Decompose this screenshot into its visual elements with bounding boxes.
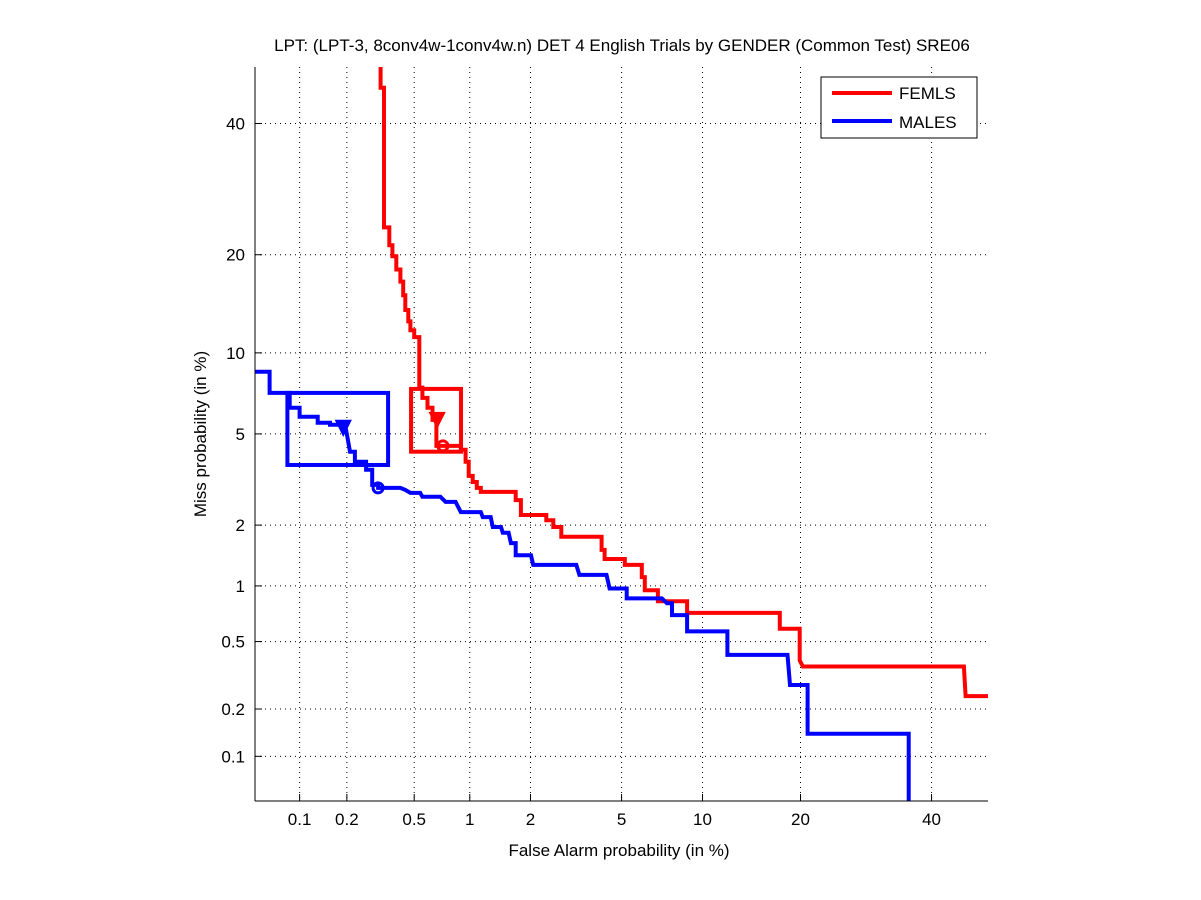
y-tick-label: 0.5 — [221, 633, 245, 652]
chart-title: LPT: (LPT-3, 8conv4w-1conv4w.n) DET 4 En… — [274, 36, 970, 55]
legend-label-males: MALES — [899, 113, 957, 132]
x-tick-label: 5 — [617, 810, 626, 829]
y-tick-label: 1 — [236, 577, 245, 596]
series-males — [255, 369, 911, 801]
x-tick-label: 40 — [922, 810, 941, 829]
actual-decision-marker-males — [334, 419, 352, 438]
confidence-box-femls — [409, 386, 464, 454]
y-tick-label: 20 — [226, 246, 245, 265]
series-layer — [255, 67, 988, 801]
y-tick-label: 0.2 — [221, 700, 245, 719]
x-tick-label: 20 — [791, 810, 810, 829]
x-tick-label: 0.1 — [288, 810, 312, 829]
y-tick-label: 0.1 — [221, 747, 245, 766]
x-tick-label: 1 — [465, 810, 474, 829]
y-tick-label: 10 — [226, 344, 245, 363]
confidence-box-males — [285, 390, 391, 467]
series-femls — [378, 67, 988, 699]
x-tick-label: 0.2 — [335, 810, 359, 829]
y-axis-ticks: 0.1 0.2 0.5 1 2 5 10 20 40 — [221, 115, 262, 766]
min-dcf-marker-femls — [436, 439, 450, 453]
x-axis-ticks: 0.1 0.2 0.5 1 2 5 10 20 40 — [288, 794, 941, 829]
y-tick-label: 5 — [236, 425, 245, 444]
y-tick-label: 2 — [236, 516, 245, 535]
x-tick-label: 10 — [693, 810, 712, 829]
y-axis-label: Miss probability (in %) — [191, 351, 210, 517]
x-tick-label: 0.5 — [402, 810, 426, 829]
legend: FEMLS MALES — [820, 76, 978, 139]
y-tick-label: 40 — [226, 115, 245, 134]
x-axis-label: False Alarm probability (in %) — [508, 841, 729, 860]
actual-decision-marker-femls — [428, 411, 446, 430]
legend-box — [820, 76, 978, 139]
min-dcf-marker-males — [371, 481, 385, 495]
legend-label-femls: FEMLS — [899, 84, 956, 103]
x-tick-label: 2 — [526, 810, 535, 829]
det-curve-femls — [378, 67, 988, 699]
